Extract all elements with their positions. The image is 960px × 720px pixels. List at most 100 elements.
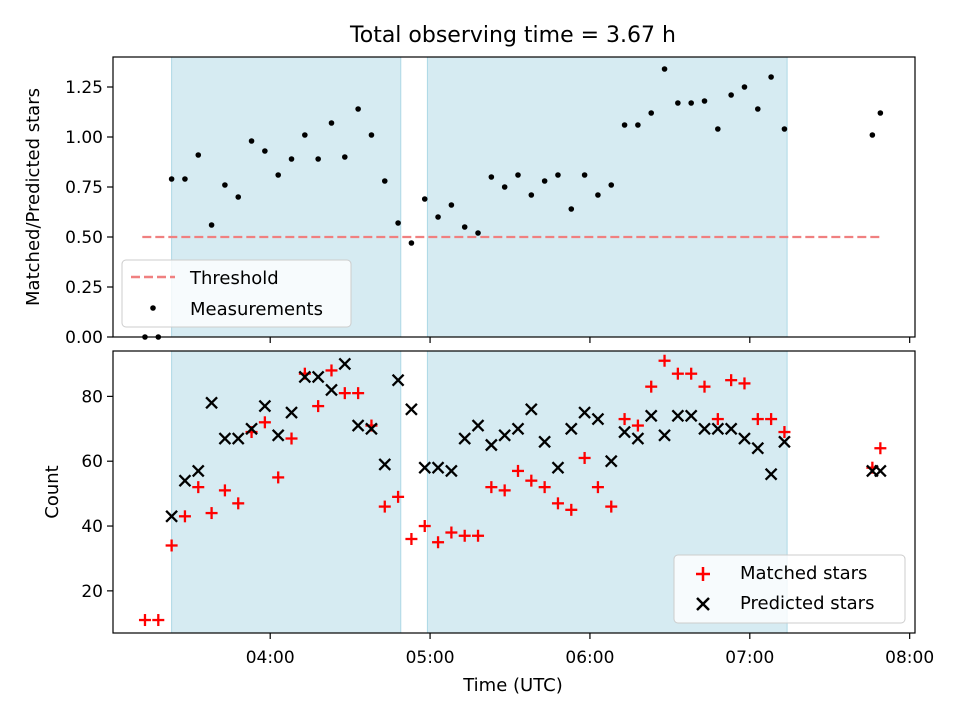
predicted-star-point xyxy=(671,409,685,423)
measurement-point xyxy=(368,132,375,138)
measurement-point xyxy=(661,66,668,72)
measurement-point xyxy=(408,240,415,246)
predicted-star-point xyxy=(205,396,218,410)
matched-star-point xyxy=(711,413,724,426)
predicted-star-point xyxy=(258,399,272,413)
predicted-star-point xyxy=(365,422,378,436)
measurement-point xyxy=(435,214,441,220)
predicted-star-point xyxy=(658,428,671,442)
measurement-point xyxy=(608,182,615,188)
top-measurement-points xyxy=(142,66,884,340)
top-panel: 0.00 0.25 0.50 0.75 1.00 1.25 Matched/Predict… xyxy=(23,56,916,348)
matched-star-point xyxy=(874,442,887,455)
matched-star-point xyxy=(765,413,778,426)
predicted-star-point xyxy=(391,373,405,387)
measurement-point xyxy=(395,220,401,226)
bottom-y-ticks: 20 40 60 80 xyxy=(81,387,113,602)
predicted-star-point xyxy=(245,422,258,436)
predicted-star-point xyxy=(618,425,631,439)
matched-star-point xyxy=(165,539,178,552)
matched-star-point xyxy=(725,374,738,387)
bottom-y-axis-label: Count xyxy=(42,465,63,518)
predicted-star-point xyxy=(298,370,312,384)
measurement-point xyxy=(877,110,884,116)
top-y-tick-label: 0.25 xyxy=(65,278,103,298)
measurement-point xyxy=(581,172,588,178)
predicted-star-point xyxy=(738,432,751,445)
predicted-star-point xyxy=(165,509,178,523)
matched-star-point xyxy=(378,500,391,513)
legend-threshold-label: Threshold xyxy=(189,268,279,289)
matched-star-point xyxy=(498,484,511,497)
matched-star-point xyxy=(618,413,631,426)
matched-star-point xyxy=(778,426,791,439)
matched-star-point xyxy=(152,614,165,627)
matched-star-point xyxy=(738,377,751,390)
matched-star-point xyxy=(405,533,418,545)
legend-matched-label: Matched stars xyxy=(740,563,867,584)
predicted-star-point xyxy=(285,406,298,419)
predicted-star-point xyxy=(644,409,658,423)
top-legend: Threshold Measurements xyxy=(121,259,352,328)
predicted-star-point xyxy=(698,422,711,436)
bottom-y-tick-label: 40 xyxy=(81,517,103,537)
matched-star-point xyxy=(218,484,231,497)
matched-star-point xyxy=(538,481,551,494)
measurement-point xyxy=(595,192,601,198)
matched-star-point xyxy=(285,432,298,445)
top-legend-box xyxy=(121,259,352,328)
measurement-point xyxy=(621,122,628,128)
measurement-point xyxy=(328,120,335,126)
measurement-point xyxy=(222,182,228,188)
matched-star-point xyxy=(272,471,285,484)
x-tick-label: 08:00 xyxy=(885,648,934,668)
measurement-point xyxy=(488,174,495,180)
matched-star-point xyxy=(138,614,151,627)
matched-star-point xyxy=(751,413,764,426)
measurement-point xyxy=(781,126,788,132)
top-y-ticks: 0.00 0.25 0.50 0.75 1.00 1.25 xyxy=(65,78,113,348)
predicted-star-point xyxy=(218,432,232,445)
matched-star-point xyxy=(418,520,431,533)
predicted-star-point xyxy=(271,428,285,442)
x-tick-label: 07:00 xyxy=(725,648,774,668)
predicted-star-point xyxy=(724,422,738,436)
predicted-star-point xyxy=(231,432,245,445)
measurement-point xyxy=(342,154,348,160)
matched-star-point xyxy=(631,419,644,432)
matched-star-point xyxy=(685,367,698,380)
legend-predicted-label: Predicted stars xyxy=(740,593,874,614)
top-shaded-interval-2 xyxy=(426,56,788,338)
matched-star-point xyxy=(525,474,538,487)
measurement-point xyxy=(675,100,681,106)
matched-star-point xyxy=(645,380,658,393)
matched-star-point xyxy=(698,380,711,393)
matched-star-point xyxy=(445,526,458,539)
bottom-y-tick-label: 80 xyxy=(81,387,103,407)
bottom-legend: Matched stars Predicted stars xyxy=(673,554,906,624)
predicted-star-point xyxy=(525,403,538,416)
figure-title: Total observing time = 3.67 h xyxy=(349,23,676,48)
predicted-star-point xyxy=(578,406,591,419)
measurement-point xyxy=(754,106,761,112)
matched-star-point xyxy=(551,497,564,510)
matched-star-point xyxy=(432,536,445,549)
predicted-star-point xyxy=(471,419,485,432)
measurement-point xyxy=(235,194,242,200)
predicted-star-point xyxy=(711,422,725,436)
x-tick-label: 06:00 xyxy=(565,648,614,668)
predicted-star-point xyxy=(418,461,432,475)
predicted-star-point xyxy=(325,383,338,397)
predicted-star-point xyxy=(751,441,765,455)
measurement-point xyxy=(568,206,575,212)
measurement-point xyxy=(688,100,694,106)
matched-star-point xyxy=(565,503,578,516)
measurement-point xyxy=(262,148,268,154)
predicted-star-point xyxy=(405,403,418,416)
measurement-point xyxy=(381,178,388,184)
predicted-star-point xyxy=(311,370,325,384)
top-x-ticks xyxy=(269,337,911,343)
predicted-star-point xyxy=(604,454,618,468)
bottom-y-tick-label: 60 xyxy=(81,452,103,472)
